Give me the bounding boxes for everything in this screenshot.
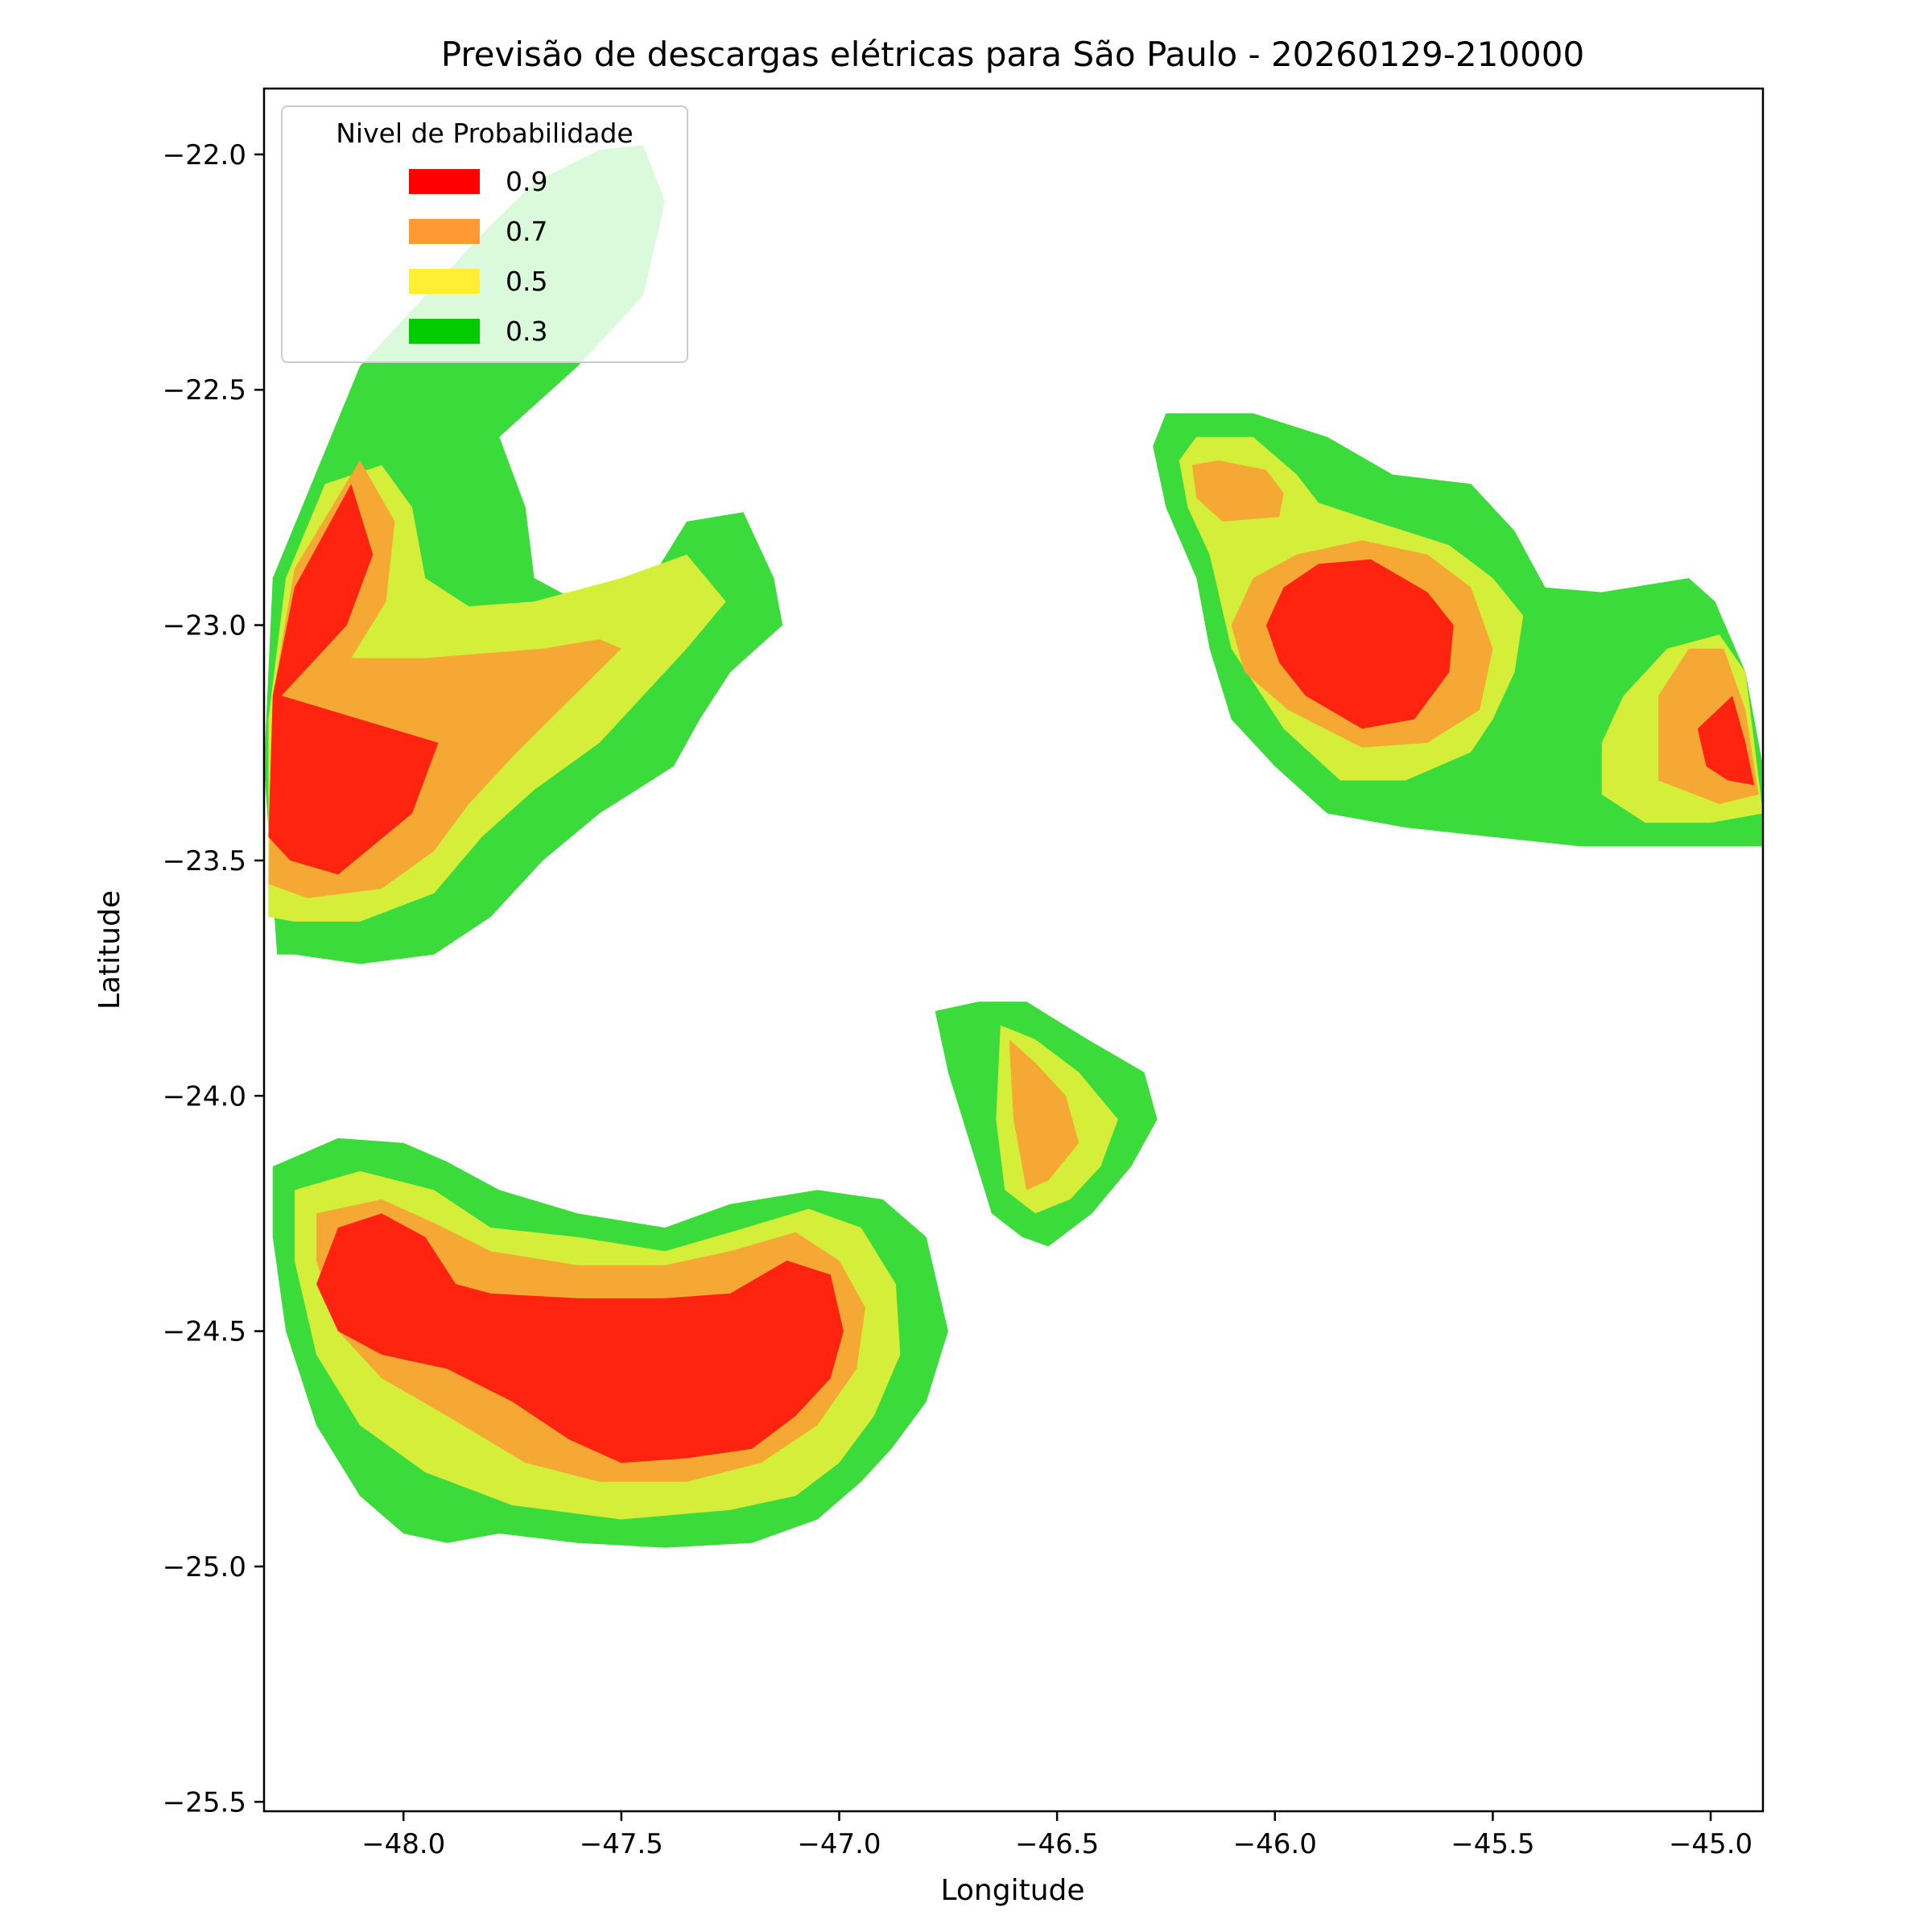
cell-nordeste: [1153, 413, 1763, 847]
cell-centro: [935, 1001, 1158, 1247]
x-tick-label: −46.5: [1015, 1828, 1099, 1860]
y-tick-label: −25.5: [163, 1786, 246, 1818]
contour-level-0-9: [1697, 696, 1755, 786]
contour-level-0-9: [316, 1213, 844, 1463]
chart-title: Previsão de descargas elétricas para São…: [441, 35, 1584, 74]
contour-level-0-9: [1265, 559, 1454, 729]
x-tick-label: −45.5: [1451, 1828, 1534, 1860]
y-tick-label: −25.0: [163, 1551, 246, 1583]
contour-level-0-7: [1191, 460, 1284, 522]
y-tick-label: −23.5: [163, 845, 246, 877]
x-tick-label: −47.5: [580, 1828, 663, 1860]
y-axis: −22.0 −22.5 −23.0 −23.5 −24.0 −24.5 −25.0 −25.5: [163, 139, 264, 1818]
y-tick-label: −22.5: [163, 374, 246, 407]
legend-swatch: [409, 169, 480, 194]
contour-level-0-9: [268, 484, 439, 875]
x-tick-label: −47.0: [797, 1828, 881, 1860]
x-tick-label: −45.0: [1669, 1828, 1752, 1860]
legend-title: Nivel de Probabilidade: [336, 118, 633, 149]
legend-label: 0.5: [506, 266, 547, 297]
y-tick-label: −22.0: [163, 139, 246, 171]
legend-label: 0.9: [506, 166, 547, 197]
x-tick-label: −46.0: [1233, 1828, 1317, 1860]
legend-label: 0.3: [506, 316, 547, 347]
legend-swatch: [409, 219, 480, 244]
x-tick-label: −48.0: [361, 1828, 445, 1860]
y-axis-label: Latitude: [93, 890, 126, 1009]
contour-layer: [264, 145, 1763, 1548]
x-axis-label: Longitude: [940, 1874, 1084, 1907]
legend-swatch: [409, 269, 480, 294]
legend-entries: 0.9 0.7 0.5 0.3: [409, 166, 547, 347]
legend-label: 0.7: [506, 216, 547, 247]
legend-box: [281, 105, 688, 363]
legend: Nivel de Probabilidade 0.9 0.7 0.5 0.3: [281, 105, 688, 363]
contour-level-0-7: [1009, 1039, 1080, 1191]
plot-frame: [262, 87, 1765, 1813]
y-tick-label: −24.5: [163, 1316, 246, 1348]
x-axis: −48.0 −47.5 −47.0 −46.5 −46.0 −45.5 −45.0: [361, 1811, 1752, 1860]
cell-sul: [272, 1137, 948, 1548]
legend-swatch: [409, 319, 480, 344]
y-tick-label: −24.0: [163, 1080, 246, 1113]
y-tick-label: −23.0: [163, 610, 246, 642]
